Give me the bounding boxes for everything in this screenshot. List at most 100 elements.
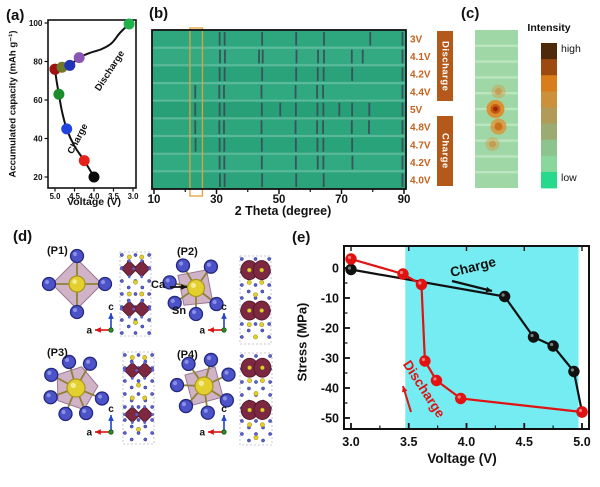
panel-e-x-tick: 5.0 [573, 435, 590, 449]
xrd-peak [401, 120, 404, 134]
axis-c-label: c [221, 404, 227, 415]
voltage-row-label: 4.7V [410, 140, 431, 151]
axis-origin [221, 327, 227, 333]
panel-a-y-tick: 20 [33, 173, 43, 182]
panel-a-x-axis-label: Voltage (V) [66, 196, 122, 208]
stress-point-charge [345, 263, 357, 276]
xrd-peak [369, 32, 372, 46]
axis-origin [108, 429, 114, 435]
axis-a-label: a [199, 326, 205, 337]
axis-c-label: c [221, 302, 227, 313]
xrd-row-4.4V [152, 83, 406, 102]
panel-b-letter: (b) [149, 5, 169, 22]
panel-a-letter: (a) [6, 7, 25, 24]
xrd-peak [322, 120, 324, 134]
xrd-row-4.1V [152, 47, 406, 66]
panel-e-y-tick: -20 [321, 322, 339, 336]
xrd-peak [401, 67, 404, 81]
xrd-peak [261, 49, 264, 64]
xrd-row-4.2V [152, 153, 406, 172]
xrd-peak [194, 138, 197, 152]
colorbar-segment [541, 91, 557, 108]
xrd-peak [322, 102, 325, 117]
panel-b-charge-badge: Charge [437, 116, 453, 186]
xrd-peak [260, 138, 263, 152]
stress-point-charge [527, 331, 540, 343]
xrd-peak [279, 102, 282, 117]
xrd-peak [260, 155, 263, 170]
panel-e-x-tick: 3.5 [400, 435, 417, 449]
xrd-peak [401, 85, 404, 99]
panel-d-letter: (d) [13, 228, 33, 245]
axis-a-label: a [199, 428, 205, 439]
voltage-row-label: 5V [410, 105, 423, 116]
xrd-peak [223, 138, 226, 152]
xrd-peak [351, 138, 354, 152]
stress-point-discharge [415, 278, 428, 291]
stress-point-charge [498, 290, 511, 303]
panel-e-y-tick: 0 [332, 262, 339, 276]
panel-b-x-axis-label: 2 Theta (degree) [234, 204, 332, 218]
xrd-peak [368, 120, 370, 134]
xrd-peak [316, 102, 319, 117]
panel-e-letter: (e) [292, 229, 311, 246]
xrd-peak [295, 49, 298, 64]
voltage-row-label: 4.2V [410, 70, 431, 81]
xrd-peak [316, 155, 319, 170]
panel-e-x-tick: 3.0 [342, 435, 359, 449]
xrd-peak [218, 32, 221, 46]
xrd-peak [322, 138, 325, 152]
panel-a-x-tick: 5.0 [50, 192, 62, 201]
structure-p3-label: (P3) [47, 347, 68, 359]
xrd-peak [316, 138, 319, 152]
xrd-peak [338, 102, 341, 117]
crystal-structure-p2: ac [162, 255, 272, 345]
xrd-peak [401, 138, 404, 152]
panel-b-xrd-heatmap: 10 30 50 70 90 3V 4.1V 4.2V 4.4V 5V 4.8V 4.7V 4.2V 4.… [148, 27, 431, 206]
xrd-row-5V [152, 100, 406, 119]
panel-e-y-tick: -40 [321, 382, 339, 396]
xrd-peak [317, 49, 319, 64]
axis-c-label: c [108, 404, 114, 415]
xrd-peak [261, 32, 264, 46]
panel-a-x-tick: 3.5 [108, 192, 120, 201]
axis-a-label: a [86, 428, 92, 439]
stress-point-discharge [419, 355, 431, 367]
panel-a-y-tick: 80 [33, 58, 43, 67]
stress-point-discharge [345, 253, 357, 265]
capacity-point-discharge [73, 52, 85, 64]
colorbar-segment [541, 123, 557, 141]
panel-b-discharge-badge: Discharge [437, 31, 453, 101]
axis-c-label: c [108, 302, 114, 313]
intensity-spot-4.8V [490, 118, 507, 135]
xrd-row-4.2V [152, 65, 406, 84]
panel-e-x-tick: 4.5 [516, 435, 533, 449]
xrd-peak [218, 155, 221, 170]
crystal-structure-p3: ac [43, 351, 155, 445]
xrd-row-4.7V [152, 136, 406, 155]
panel-e-y-tick: -50 [321, 412, 339, 426]
axis-origin [221, 429, 227, 435]
xrd-peak [316, 85, 319, 99]
xrd-peak [368, 102, 371, 117]
xrd-peak [401, 173, 404, 187]
xrd-peak [294, 138, 297, 152]
xrd-peak [322, 67, 325, 81]
xrd-peak [219, 49, 221, 64]
xrd-peak [223, 32, 226, 46]
xrd-peak [260, 85, 263, 99]
panel-e-x-axis-label: Voltage (V) [427, 451, 497, 466]
stress-point-discharge [430, 374, 443, 387]
intensity-spot-5V [486, 100, 505, 118]
xrd-peak [294, 120, 297, 134]
xrd-peak [194, 120, 197, 134]
panel-e-y-axis-label: Stress (MPa) [294, 302, 310, 382]
voltage-row-label: 3V [410, 34, 423, 45]
xrd-peak [361, 49, 364, 64]
xrd-peak [316, 67, 319, 81]
xrd-peak [401, 102, 404, 117]
colorbar-segment [541, 75, 557, 92]
panel-a-chart: 5.0 4.5 4.0 3.5 3.0 20 40 60 80 100 [29, 18, 139, 201]
stress-point-charge [568, 365, 580, 378]
